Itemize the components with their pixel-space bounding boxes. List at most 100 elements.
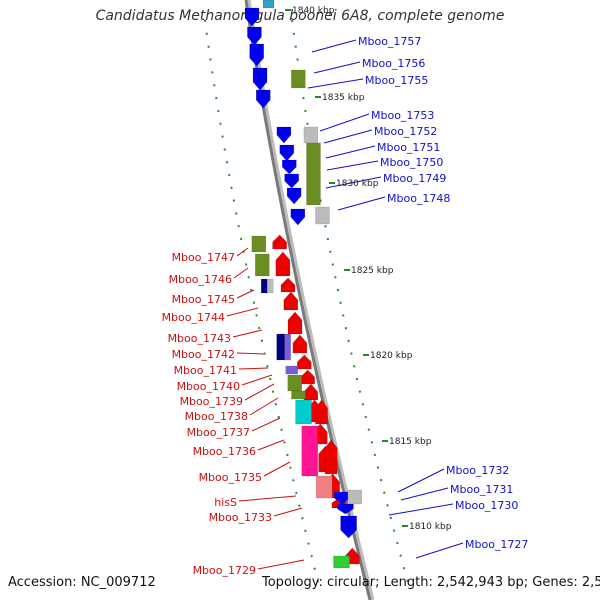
reverse-gene-arrow <box>296 354 312 370</box>
forward-gene-arrow <box>286 187 302 205</box>
cog-box <box>333 555 350 569</box>
ruler-label: 1825 kbp <box>351 266 394 276</box>
reverse-leader-line <box>241 374 273 386</box>
reverse-gene-label: Mboo_1735 <box>199 471 262 484</box>
map-title: Candidatus Methanoregula boonei 6A8, com… <box>95 8 505 24</box>
forward-gene-label: Mboo_1755 <box>365 74 428 87</box>
forward-gene-label: Mboo_1757 <box>358 35 421 48</box>
forward-gene-label: Mboo_1756 <box>362 57 425 70</box>
reverse-gene-label: Mboo_1741 <box>174 364 237 377</box>
reverse-gene-arrow <box>283 291 299 311</box>
forward-gene-label: Mboo_1727 <box>465 538 528 551</box>
cog-box <box>301 425 318 477</box>
reverse-gene-label: Mboo_1743 <box>168 332 231 345</box>
ruler-label: 1830 kbp <box>336 179 379 189</box>
cog-box <box>347 489 363 505</box>
gene-labels: Mboo_1757 Mboo_1756 Mboo_1755 Mboo_1753 Mboo… <box>162 35 529 577</box>
reverse-gene-arrow <box>287 311 303 335</box>
label-leaders <box>226 39 464 570</box>
reverse-gene-label: Mboo_1745 <box>172 293 235 306</box>
forward-leader-line <box>388 503 454 516</box>
reverse-gene-arrow <box>272 234 287 250</box>
reverse-gene-label: Mboo_1737 <box>187 426 250 439</box>
forward-leader-line <box>326 160 379 171</box>
cog-box <box>266 278 274 294</box>
forward-leader-line <box>397 468 445 493</box>
forward-leader-line <box>325 145 376 159</box>
forward-leader-line <box>313 61 361 74</box>
cog-box <box>291 390 306 400</box>
reverse-gene-label: Mboo_1740 <box>177 380 240 393</box>
ruler-label: 1815 kbp <box>389 437 432 447</box>
forward-gene-label: Mboo_1748 <box>387 192 450 205</box>
reverse-leader-line <box>236 352 265 355</box>
forward-gene-arrow <box>334 491 351 505</box>
reverse-gene-label: Mboo_1747 <box>172 251 235 264</box>
forward-gene-label: Mboo_1731 <box>450 483 513 496</box>
forward-leader-line <box>323 129 373 144</box>
forward-leader-line <box>337 196 386 211</box>
cog-box <box>262 0 275 9</box>
forward-leader-line <box>319 113 370 132</box>
gene-features <box>244 0 363 569</box>
forward-gene-arrow <box>281 159 297 175</box>
ruler-ticks: 1840 kbp 1835 kbp 1830 kbp 1825 kbp 1820 kbp… <box>285 6 452 532</box>
ruler-label: 1810 kbp <box>409 522 452 532</box>
forward-gene-arrow <box>284 173 299 189</box>
reverse-leader-line <box>236 247 249 257</box>
forward-gene-arrow <box>276 126 292 144</box>
forward-gene-arrow <box>244 7 260 27</box>
reverse-leader-line <box>244 383 275 401</box>
reverse-gene-label: Mboo_1736 <box>193 445 256 458</box>
forward-gene-arrow <box>252 67 268 91</box>
cog-box <box>315 475 333 499</box>
forward-leader-line <box>415 542 464 559</box>
right-dotted-ring <box>291 19 411 591</box>
cog-box <box>303 126 319 144</box>
forward-leader-line <box>307 78 364 89</box>
ruler-label: 1840 kbp <box>292 6 335 16</box>
cog-box <box>251 235 267 253</box>
reverse-leader-line <box>257 439 285 451</box>
reverse-gene-label: hisS <box>214 496 237 509</box>
reverse-leader-line <box>233 267 249 279</box>
reverse-leader-line <box>263 461 291 477</box>
cog-box <box>287 374 303 392</box>
reverse-gene-label: Mboo_1739 <box>180 395 243 408</box>
forward-leader-line <box>311 39 357 53</box>
reverse-gene-label: Mboo_1738 <box>185 410 248 423</box>
forward-gene-label: Mboo_1730 <box>455 499 518 512</box>
forward-leader-line <box>325 176 382 189</box>
forward-gene-label: Mboo_1753 <box>371 109 434 122</box>
forward-gene-arrow <box>255 89 271 109</box>
reverse-leader-line <box>238 495 297 502</box>
reverse-leader-line <box>249 397 279 416</box>
cog-box <box>284 333 291 361</box>
reverse-gene-arrow <box>300 369 315 385</box>
reverse-gene-arrow <box>275 251 291 277</box>
forward-gene-arrow <box>290 208 306 226</box>
forward-gene-label: Mboo_1750 <box>380 156 443 169</box>
forward-gene-label: Mboo_1752 <box>374 125 437 138</box>
accession-text: Accession: NC_009712 <box>8 575 156 590</box>
forward-gene-arrow <box>247 26 262 46</box>
reverse-leader-line <box>251 417 281 432</box>
reverse-gene-arrow <box>303 383 319 401</box>
reverse-gene-arrow <box>292 334 308 354</box>
cog-box <box>306 142 321 206</box>
reverse-gene-label: Mboo_1742 <box>172 348 235 361</box>
reverse-gene-label: Mboo_1746 <box>169 273 232 286</box>
cog-box <box>295 399 312 425</box>
reverse-gene-arrow <box>315 399 328 425</box>
forward-gene-label: Mboo_1751 <box>377 141 440 154</box>
cog-box <box>291 69 306 89</box>
forward-gene-label: Mboo_1732 <box>446 464 509 477</box>
reverse-gene-label: Mboo_1744 <box>162 311 225 324</box>
reverse-gene-label: Mboo_1733 <box>209 511 272 524</box>
reverse-leader-line <box>257 559 305 570</box>
reverse-leader-line <box>238 367 269 370</box>
topology-summary: Topology: circular; Length: 2,542,943 bp… <box>262 575 600 590</box>
forward-gene-label: Mboo_1749 <box>383 172 446 185</box>
reverse-gene-arrow <box>280 277 296 293</box>
